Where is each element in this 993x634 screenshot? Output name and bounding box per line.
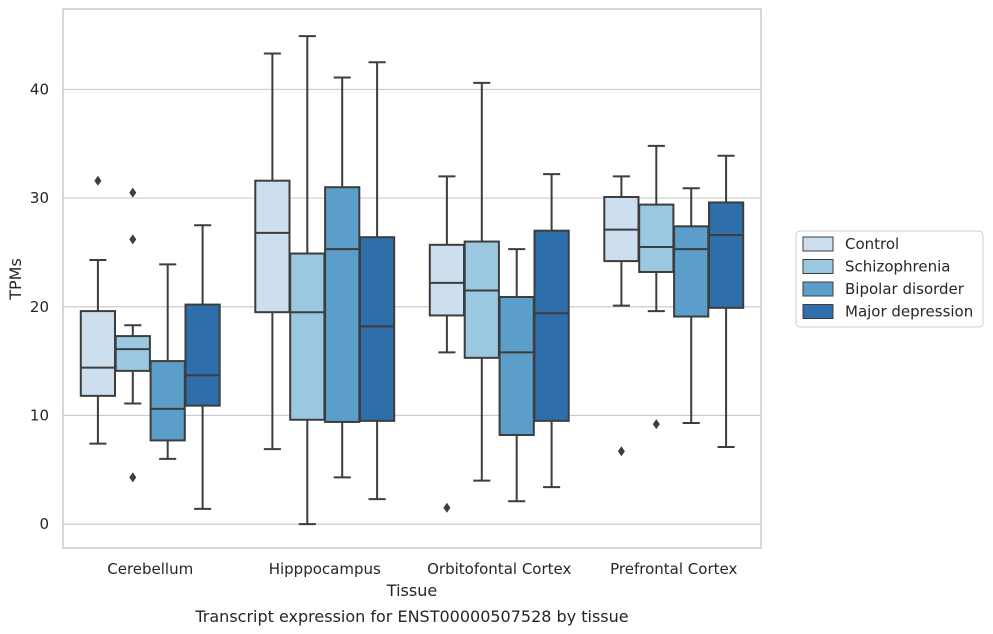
boxes: [79, 35, 745, 526]
y-tick-label-40: 40: [30, 80, 49, 98]
box-schizophrenia-cerebellum: [114, 187, 151, 483]
outlier-point: [443, 502, 451, 513]
x-axis-label: Tissue: [386, 581, 437, 600]
legend-label: Bipolar disorder: [845, 280, 965, 298]
y-axis-label: TPMs: [6, 258, 25, 301]
legend: Control Schizophrenia Bipolar disorder Majo…: [795, 230, 984, 328]
iqr-box: [533, 229, 570, 422]
iqr-box: [638, 203, 675, 273]
y-tick-label-30: 30: [30, 189, 49, 207]
outlier-point: [617, 446, 625, 457]
iqr-box: [428, 243, 466, 317]
iqr-box: [498, 295, 535, 436]
x-axis-ticks: Cerebellum Hipppocampus Orbitofontal Corte…: [107, 560, 737, 578]
legend-label: Major depression: [845, 303, 973, 321]
iqr-box: [324, 186, 361, 423]
box-major-depression-hipppocampus: [358, 61, 396, 501]
legend-swatch: [802, 236, 834, 252]
iqr-box: [358, 236, 396, 422]
iqr-box: [463, 240, 500, 359]
legend-item-bipolar-disorder: Bipolar disorder: [802, 280, 965, 298]
box-schizophrenia-orbitofontal-cortex: [463, 81, 500, 482]
legend-swatch: [802, 259, 834, 274]
box-bipolar-disorder-prefrontal-cortex: [673, 187, 710, 425]
outlier-point: [129, 472, 137, 483]
box-bipolar-disorder-cerebellum: [149, 263, 186, 460]
legend-label: Schizophrenia: [845, 258, 950, 276]
x-tick-label-orbitofontal-cortex: Orbitofontal Cortex: [427, 560, 571, 578]
box-control-prefrontal-cortex: [603, 175, 640, 457]
box-control-hipppocampus: [254, 52, 291, 451]
x-tick-label-cerebellum: Cerebellum: [107, 560, 193, 578]
box-schizophrenia-hipppocampus: [289, 35, 326, 526]
chart-caption: Transcript expression for ENST0000050752…: [194, 607, 628, 626]
iqr-box: [79, 310, 117, 397]
iqr-box: [289, 252, 326, 421]
iqr-box: [707, 201, 745, 309]
legend-label: Control: [845, 235, 899, 253]
y-tick-label-10: 10: [30, 406, 49, 424]
box-major-depression-prefrontal-cortex: [707, 154, 745, 448]
box-major-depression-orbitofontal-cortex: [533, 173, 570, 489]
legend-swatch: [802, 304, 834, 319]
legend-frame: [795, 230, 984, 328]
box-control-cerebellum: [79, 175, 117, 445]
box-major-depression-cerebellum: [184, 224, 221, 510]
x-tick-label-hipppocampus: Hipppocampus: [269, 560, 381, 578]
box-control-orbitofontal-cortex: [428, 175, 466, 513]
iqr-box: [254, 179, 291, 314]
legend-items: Control Schizophrenia Bipolar disorder Majo…: [802, 235, 973, 321]
iqr-box: [114, 335, 151, 372]
box-bipolar-disorder-orbitofontal-cortex: [498, 248, 535, 503]
outlier-point: [94, 175, 102, 186]
iqr-box: [149, 360, 186, 442]
outlier-point: [652, 419, 660, 430]
x-tick-label-prefrontal-cortex: Prefrontal Cortex: [610, 560, 737, 578]
legend-swatch: [802, 281, 834, 297]
legend-item-control: Control: [802, 235, 899, 253]
box-schizophrenia-prefrontal-cortex: [638, 144, 675, 430]
legend-item-schizophrenia: Schizophrenia: [802, 258, 950, 276]
iqr-box: [673, 225, 710, 318]
y-axis-ticks: 0 10 20 30 40: [30, 80, 49, 533]
plot-area-frame: [62, 8, 762, 549]
outlier-point: [129, 187, 137, 198]
box-bipolar-disorder-hipppocampus: [324, 76, 361, 479]
iqr-box: [184, 303, 221, 407]
y-tick-label-0: 0: [39, 515, 49, 533]
legend-item-major-depression: Major depression: [802, 303, 973, 321]
y-tick-label-20: 20: [30, 298, 49, 316]
outlier-point: [129, 234, 137, 245]
